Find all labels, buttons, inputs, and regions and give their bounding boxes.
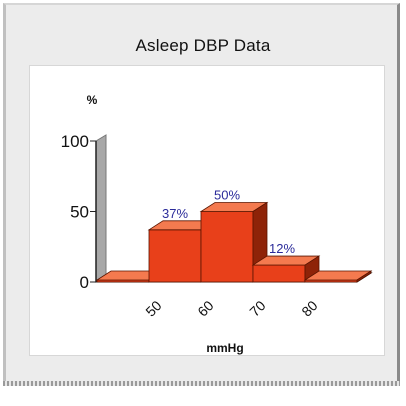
panel-bottom-border bbox=[3, 381, 400, 386]
y-tick-label: 50 bbox=[70, 203, 89, 222]
data-label: 50% bbox=[214, 188, 240, 203]
bar bbox=[251, 255, 321, 283]
bar bbox=[303, 270, 373, 283]
chart-title: Asleep DBP Data bbox=[135, 36, 271, 55]
y-axis-label: % bbox=[87, 93, 98, 107]
y-axis-wall bbox=[95, 134, 107, 283]
x-tick-label: 50 bbox=[142, 297, 164, 319]
data-label: 37% bbox=[162, 206, 188, 221]
y-tick-label: 100 bbox=[61, 132, 89, 151]
x-tick-label: 80 bbox=[298, 297, 320, 319]
x-axis-label: mmHg bbox=[206, 341, 243, 355]
y-tick-label: 0 bbox=[80, 273, 89, 292]
x-tick-label: 70 bbox=[246, 297, 268, 319]
x-tick-label: 60 bbox=[194, 297, 216, 319]
data-label: 12% bbox=[269, 241, 295, 256]
bar bbox=[199, 201, 269, 283]
